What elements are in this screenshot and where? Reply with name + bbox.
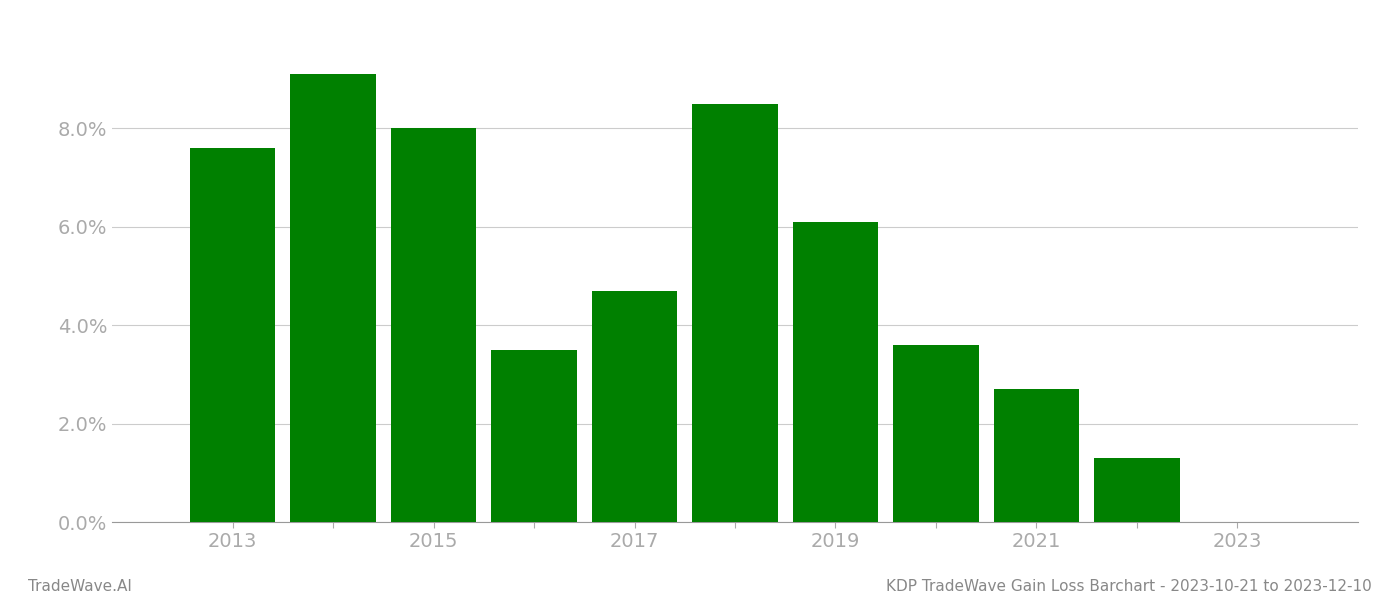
Bar bbox=[994, 389, 1079, 522]
Bar bbox=[190, 148, 276, 522]
Bar bbox=[792, 222, 878, 522]
Bar bbox=[893, 345, 979, 522]
Text: KDP TradeWave Gain Loss Barchart - 2023-10-21 to 2023-12-10: KDP TradeWave Gain Loss Barchart - 2023-… bbox=[886, 579, 1372, 594]
Bar bbox=[592, 291, 678, 522]
Bar bbox=[692, 104, 778, 522]
Text: TradeWave.AI: TradeWave.AI bbox=[28, 579, 132, 594]
Bar bbox=[290, 74, 375, 522]
Bar bbox=[491, 350, 577, 522]
Bar bbox=[1095, 458, 1180, 522]
Bar bbox=[391, 128, 476, 522]
